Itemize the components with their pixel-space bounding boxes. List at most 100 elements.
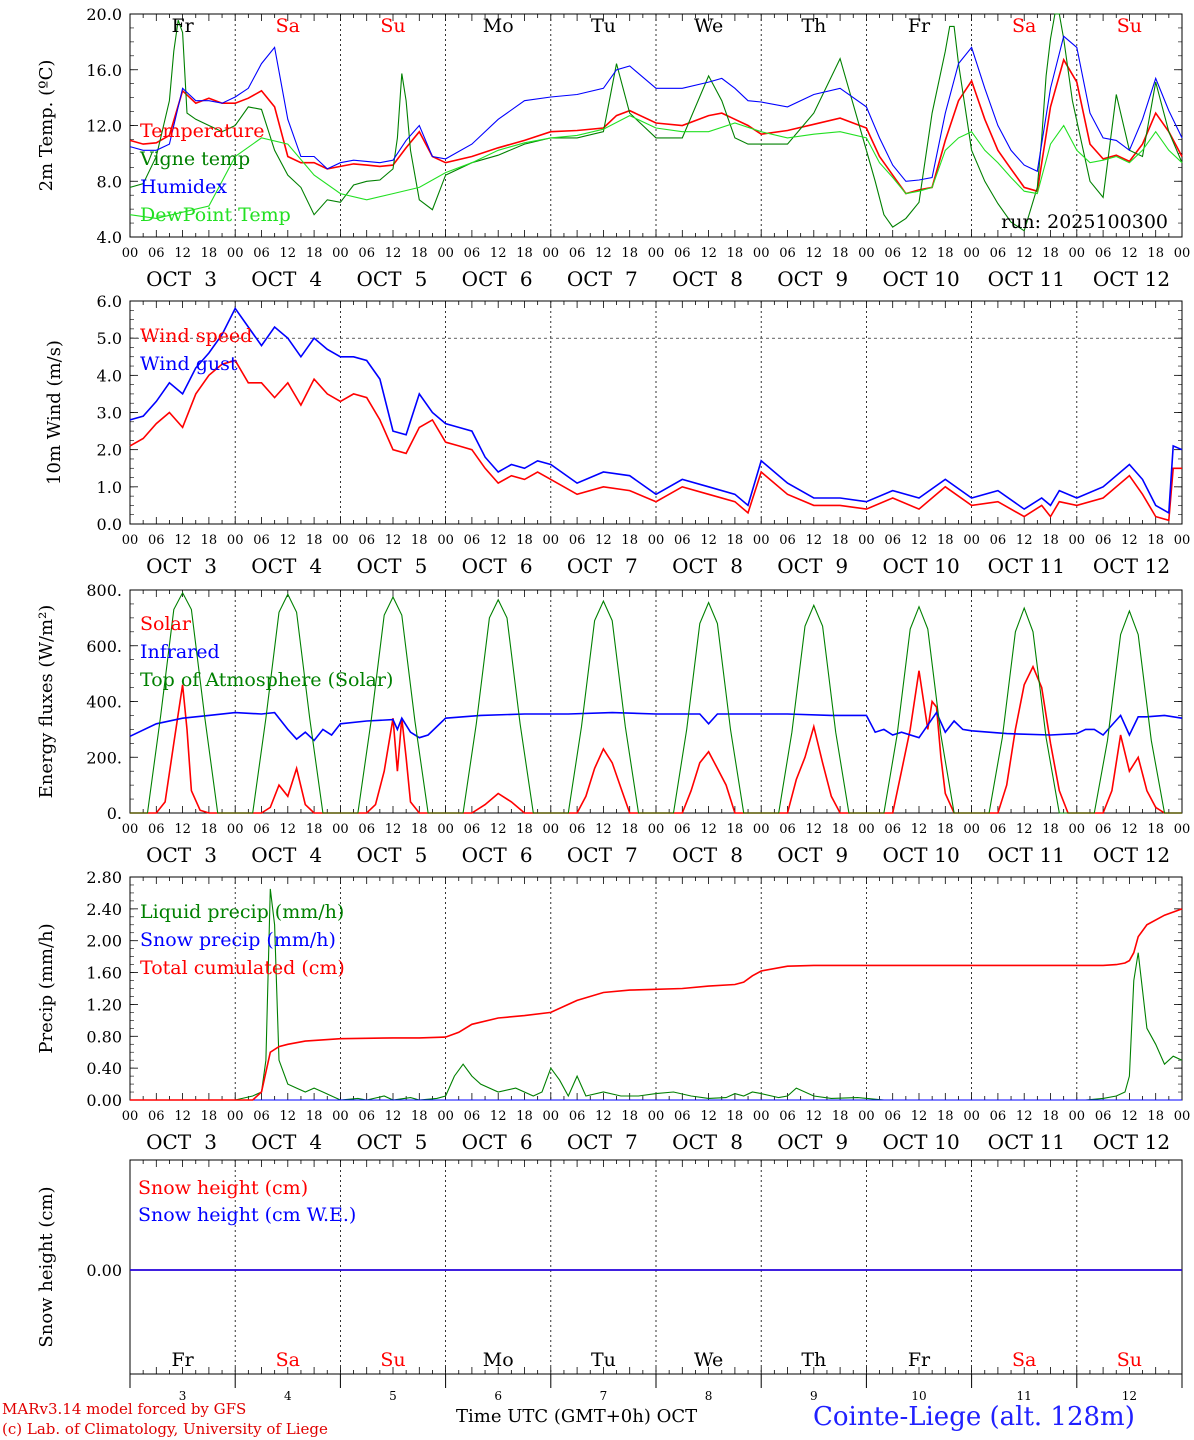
legend-entry: Snow height (cm) (138, 1177, 308, 1199)
hour-tick-label: 18 (832, 1109, 849, 1124)
y-tick-label: 800. (86, 581, 122, 600)
hour-tick-label: 00 (1069, 1109, 1086, 1124)
day-label: 7 (625, 267, 638, 291)
month-label: OCT (1093, 843, 1139, 867)
hour-tick-label: 12 (1121, 533, 1138, 548)
month-label: OCT (777, 1130, 823, 1154)
day-label: 6 (520, 843, 533, 867)
y-tick-label: 4.0 (97, 228, 122, 247)
weekday-label: Fr (908, 15, 931, 37)
hour-tick-label: 00 (963, 246, 980, 261)
hour-tick-label: 06 (884, 533, 901, 548)
hour-tick-label: 12 (1016, 246, 1033, 261)
hour-tick-label: 18 (516, 533, 533, 548)
hour-tick-label: 00 (963, 1109, 980, 1124)
hour-tick-label: 06 (779, 533, 796, 548)
legend-entry: Total cumulated (cm) (140, 957, 345, 979)
weekday-label: Sa (276, 15, 300, 37)
y-tick-label: 6.0 (97, 292, 122, 311)
hour-tick-label: 18 (201, 533, 218, 548)
hour-tick-label: 06 (990, 533, 1007, 548)
hour-tick-label: 12 (385, 822, 402, 837)
hour-tick-label: 18 (832, 246, 849, 261)
hour-tick-label: 18 (727, 1109, 744, 1124)
hour-tick-label: 06 (358, 1109, 375, 1124)
month-label: OCT (146, 554, 192, 578)
day-label: 7 (625, 1130, 638, 1154)
hour-tick-label: 00 (437, 246, 454, 261)
hour-tick-label: 18 (937, 822, 954, 837)
hour-tick-label: 18 (516, 822, 533, 837)
hour-tick-label: 00 (753, 1109, 770, 1124)
hour-tick-label: 18 (832, 822, 849, 837)
hour-tick-label: 18 (727, 533, 744, 548)
hour-tick-label: 00 (1174, 1109, 1191, 1124)
y-tick-label: 2.0 (97, 441, 122, 460)
hour-tick-label: 18 (832, 533, 849, 548)
hour-tick-label: 18 (1147, 533, 1164, 548)
hour-tick-label: 00 (543, 1109, 560, 1124)
weekday-label: Mo (483, 15, 514, 37)
hour-tick-label: 00 (332, 533, 349, 548)
hour-tick-label: 12 (911, 533, 928, 548)
day-label: 5 (415, 554, 428, 578)
day-label: 8 (730, 554, 743, 578)
hour-tick-label: 00 (332, 246, 349, 261)
y-tick-label: 20.0 (86, 5, 122, 24)
month-label: OCT (251, 554, 297, 578)
hour-tick-label: 00 (858, 246, 875, 261)
hour-tick-label: 06 (884, 246, 901, 261)
y-tick-label: 3.0 (97, 404, 122, 423)
day-number-label: 11 (1017, 1389, 1032, 1403)
hour-tick-label: 00 (122, 822, 139, 837)
hour-tick-label: 06 (569, 822, 586, 837)
hour-tick-label: 18 (306, 822, 323, 837)
hour-tick-label: 12 (174, 533, 191, 548)
hour-tick-label: 18 (516, 246, 533, 261)
hour-tick-label: 06 (253, 822, 270, 837)
month-label: OCT (356, 1130, 402, 1154)
y-axis-label: Snow height (cm) (36, 1186, 57, 1347)
month-label: OCT (777, 843, 823, 867)
hour-tick-label: 06 (674, 246, 691, 261)
month-label: OCT (882, 1130, 928, 1154)
hour-tick-label: 00 (648, 246, 665, 261)
hour-tick-label: 12 (1016, 822, 1033, 837)
hour-tick-label: 12 (700, 822, 717, 837)
month-label: OCT (988, 1130, 1034, 1154)
day-label: 6 (520, 554, 533, 578)
day-label: 12 (1145, 1130, 1170, 1154)
weekday-label: We (694, 1349, 723, 1371)
hour-tick-label: 00 (437, 533, 454, 548)
y-axis-label: 2m Temp. (ºC) (36, 60, 57, 192)
month-label: OCT (1093, 1130, 1139, 1154)
day-number-label: 10 (911, 1389, 926, 1403)
hour-tick-label: 18 (516, 1109, 533, 1124)
hour-tick-label: 12 (174, 246, 191, 261)
time-axis-label: Time UTC (GMT+0h) OCT (456, 1406, 698, 1427)
hour-tick-label: 00 (648, 822, 665, 837)
day-label: 9 (835, 1130, 848, 1154)
weekday-label: Tu (591, 15, 616, 37)
hour-tick-label: 06 (1095, 822, 1112, 837)
day-label: 9 (835, 267, 848, 291)
hour-tick-label: 12 (911, 822, 928, 837)
hour-tick-label: 12 (1121, 246, 1138, 261)
hour-tick-label: 18 (201, 246, 218, 261)
month-label: OCT (988, 843, 1034, 867)
day-label: 11 (1039, 1130, 1064, 1154)
day-label: 4 (309, 267, 322, 291)
hour-tick-label: 06 (674, 533, 691, 548)
day-number-label: 4 (284, 1389, 292, 1403)
hour-tick-label: 18 (727, 246, 744, 261)
month-label: OCT (672, 1130, 718, 1154)
hour-tick-label: 12 (806, 1109, 823, 1124)
hour-tick-label: 00 (332, 1109, 349, 1124)
hour-tick-label: 06 (464, 533, 481, 548)
weekday-label: Su (1117, 1349, 1142, 1371)
month-label: OCT (1093, 554, 1139, 578)
month-label: OCT (146, 843, 192, 867)
y-tick-label: 0.0 (97, 515, 122, 534)
hour-tick-label: 18 (727, 822, 744, 837)
hour-tick-label: 12 (1121, 1109, 1138, 1124)
